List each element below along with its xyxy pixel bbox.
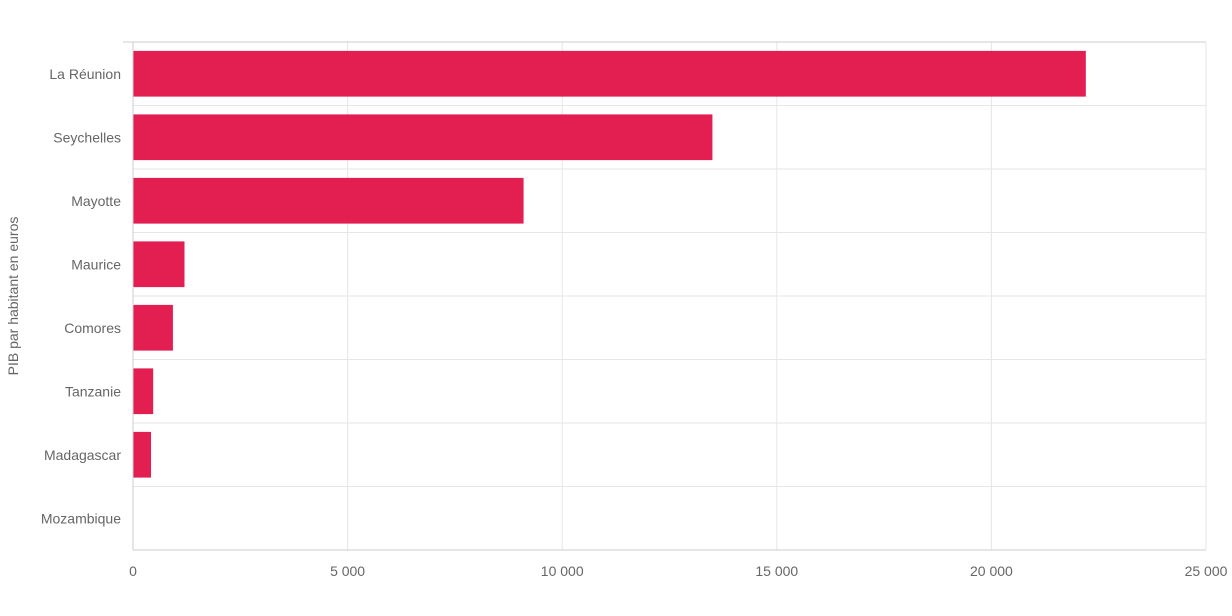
bar[interactable] (133, 241, 185, 288)
x-tick-label: 5 000 (330, 563, 365, 579)
x-tick-label: 0 (129, 563, 137, 579)
category-label: Mozambique (41, 510, 121, 526)
y-axis-title: PIB par habitant en euros (5, 217, 21, 376)
category-label: Tanzanie (65, 383, 121, 399)
bar[interactable] (133, 177, 524, 224)
category-label: La Réunion (49, 66, 121, 82)
axes (123, 41, 1207, 551)
x-tick-label: 15 000 (755, 563, 798, 579)
x-tick-label: 25 000 (1185, 563, 1228, 579)
category-label: Seychelles (53, 129, 121, 145)
bar[interactable] (133, 114, 713, 161)
category-label: Maurice (71, 256, 121, 272)
bars (133, 50, 1086, 478)
bar[interactable] (133, 431, 152, 478)
category-label: Madagascar (44, 447, 121, 463)
category-label: Mayotte (71, 193, 121, 209)
bar[interactable] (133, 368, 154, 415)
bar[interactable] (133, 50, 1086, 97)
category-label: Comores (64, 320, 121, 336)
x-tick-label: 20 000 (970, 563, 1013, 579)
axis-labels: 0 5 000 10 000 15 000 20 000 25 000 La Réunion… (41, 66, 1228, 579)
x-tick-label: 10 000 (541, 563, 584, 579)
bar[interactable] (133, 304, 173, 351)
